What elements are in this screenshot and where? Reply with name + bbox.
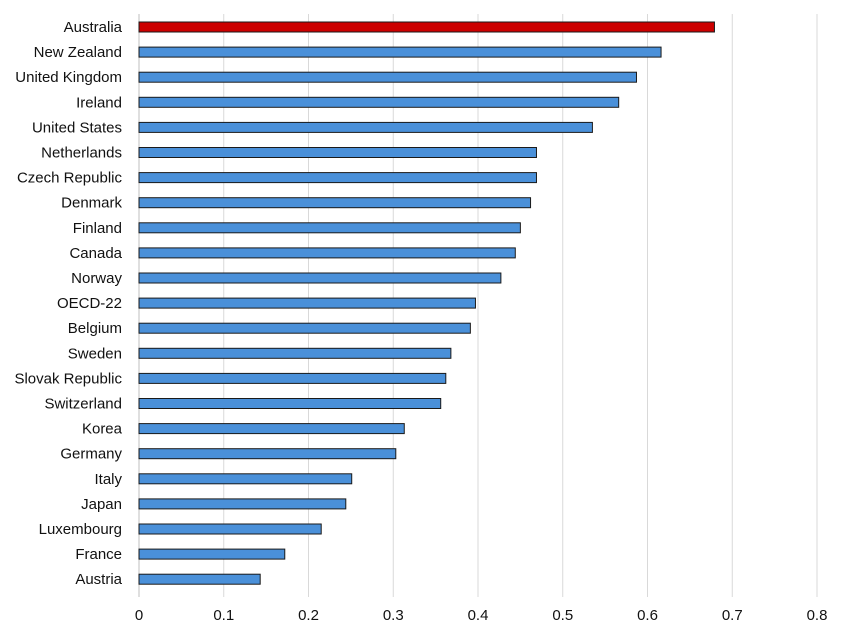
bar-italy: [138, 473, 353, 485]
bar-canada: [138, 247, 516, 259]
bar-korea: [138, 423, 405, 435]
x-tick-label: 0.8: [807, 607, 828, 624]
bar-united-states: [138, 121, 593, 133]
category-label: Austria: [75, 571, 122, 588]
bar-united-kingdom: [138, 71, 637, 83]
bar-netherlands: [138, 147, 537, 158]
bar-australia: [138, 21, 715, 33]
category-label: Czech Republic: [17, 170, 123, 187]
bar-oecd-22: [138, 297, 476, 309]
bar-luxembourg: [138, 523, 322, 535]
x-tick-label: 0: [135, 607, 143, 624]
bar-norway: [138, 272, 502, 284]
category-label: Luxembourg: [39, 521, 122, 538]
category-label: United Kingdom: [15, 69, 122, 86]
x-tick-label: 0.2: [298, 607, 319, 624]
bar-switzerland: [138, 398, 442, 409]
category-label: Finland: [73, 220, 122, 237]
x-tick-label: 0.4: [468, 607, 489, 624]
bars: [138, 21, 715, 585]
x-tick-label: 0.3: [383, 607, 404, 624]
category-label: Ireland: [76, 94, 122, 111]
category-label: Belgium: [68, 320, 122, 337]
bar-france: [138, 548, 286, 560]
category-label: OECD-22: [57, 295, 122, 312]
bar-czech-republic: [138, 172, 537, 184]
bar-japan: [138, 498, 347, 510]
bar-finland: [138, 222, 521, 234]
category-label: United States: [32, 119, 122, 136]
bar-new-zealand: [138, 46, 662, 58]
category-label: Norway: [71, 270, 122, 287]
category-label: Korea: [82, 421, 123, 438]
category-label: Japan: [81, 496, 122, 513]
x-tick-label: 0.1: [213, 607, 234, 624]
category-label: Germany: [60, 446, 122, 463]
category-label: Italy: [94, 471, 122, 488]
category-label: Netherlands: [41, 145, 122, 162]
category-label: Switzerland: [44, 396, 122, 413]
bar-sweden: [138, 347, 452, 359]
category-label: Sweden: [68, 345, 122, 362]
category-label: Denmark: [61, 195, 122, 212]
category-label: New Zealand: [34, 44, 122, 61]
bar-ireland: [138, 96, 620, 108]
x-tick-label: 0.7: [722, 607, 743, 624]
x-tick-label: 0.6: [637, 607, 658, 624]
category-label: Canada: [69, 245, 122, 262]
bar-belgium: [138, 322, 471, 334]
category-label: France: [75, 546, 122, 563]
bar-denmark: [138, 197, 532, 209]
x-axis-tick-labels: 0 0.1 0.2 0.3 0.4 0.5 0.6 0.7 0.8: [135, 607, 828, 624]
category-labels: Australia New Zealand United Kingdom Irelan…: [14, 19, 122, 588]
bar-slovak-republic: [138, 372, 447, 384]
category-label: Australia: [64, 19, 123, 36]
bar-austria: [138, 573, 261, 585]
bar-germany: [138, 448, 397, 460]
category-label: Slovak Republic: [14, 370, 122, 387]
x-tick-label: 0.5: [552, 607, 573, 624]
